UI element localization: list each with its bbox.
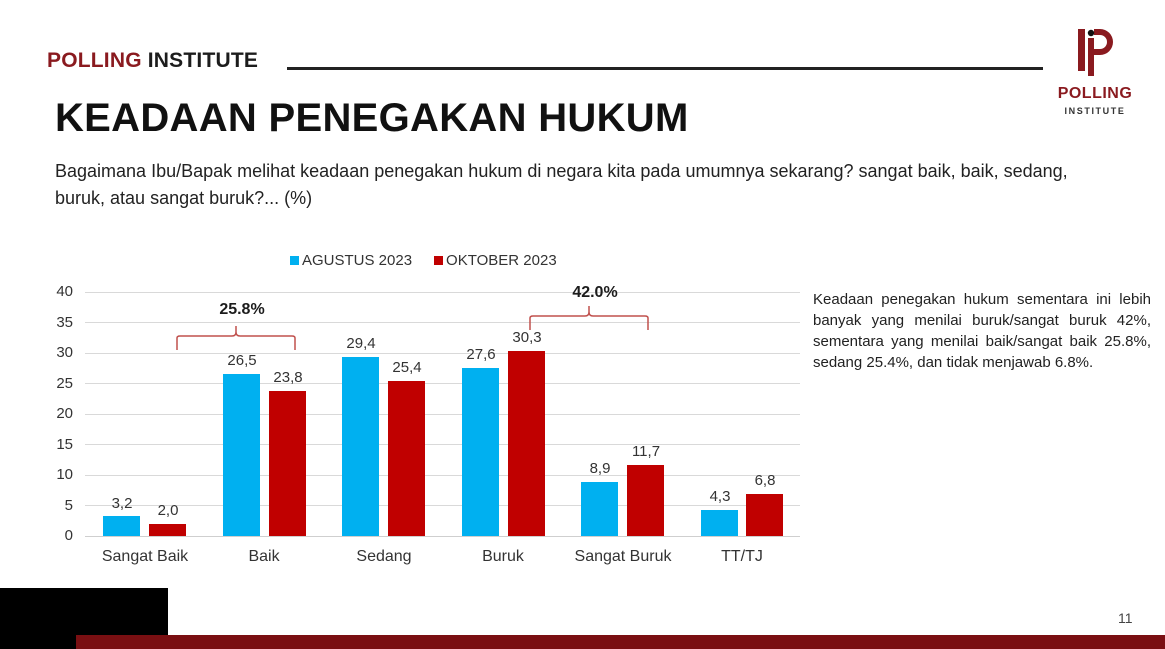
value-label: 3,2 — [111, 495, 133, 512]
pi-monogram-logo-icon — [1048, 24, 1148, 124]
bar-oktober-sedang — [388, 381, 425, 536]
legend-swatch-oktober — [434, 256, 444, 265]
bar-agustus-sedang — [342, 357, 379, 536]
logo-text-institute: INSTITUTE — [1064, 106, 1126, 116]
header-divider — [287, 67, 1043, 70]
value-label: 27,6 — [466, 346, 496, 363]
bracket-icon — [529, 306, 649, 330]
chart-legend: AGUSTUS 2023 OKTOBER 2023 — [290, 252, 557, 269]
bar-agustus-sangat-buruk — [581, 482, 618, 536]
brand-polling: POLLING — [47, 49, 142, 72]
x-label: Sangat Baik — [101, 548, 189, 565]
gridline — [85, 353, 800, 354]
bar-agustus-tt-tj — [701, 510, 738, 536]
bar-agustus-sangat-baik — [103, 516, 140, 536]
x-label: Baik — [248, 548, 280, 565]
footer-red-bar — [76, 635, 1165, 649]
gridline — [85, 475, 800, 476]
brand-header: POLLING INSTITUTE — [47, 49, 258, 73]
logo-text-polling: POLLING — [1057, 85, 1133, 102]
y-tick: 10 — [56, 466, 73, 483]
bracket-icon — [176, 326, 296, 350]
survey-question: Bagaimana Ibu/Bapak melihat keadaan pene… — [55, 161, 1068, 208]
bar-oktober-sangat-buruk — [627, 465, 664, 536]
value-label: 26,5 — [227, 352, 257, 369]
bracket-label-baik-total: 25.8% — [219, 301, 265, 318]
summary-text: Keadaan penegakan hukum sementara ini le… — [813, 291, 1151, 371]
y-tick: 5 — [64, 497, 73, 514]
value-label: 4,3 — [709, 488, 731, 505]
gridline — [85, 505, 800, 506]
y-tick: 15 — [56, 436, 73, 453]
gridline — [85, 444, 800, 445]
legend-item-agustus: AGUSTUS 2023 — [290, 252, 412, 269]
y-tick: 25 — [56, 375, 73, 392]
legend-label-agustus: AGUSTUS 2023 — [302, 252, 413, 269]
x-axis-baseline — [85, 536, 800, 537]
gridline — [85, 414, 800, 415]
bar-oktober-sangat-baik — [149, 524, 186, 536]
x-label: Sangat Buruk — [574, 548, 672, 565]
gridline — [85, 383, 800, 384]
bracket-label-buruk-total: 42.0% — [572, 284, 618, 301]
y-tick: 20 — [56, 405, 73, 422]
bar-oktober-tt-tj — [746, 494, 783, 536]
page-number: 11 — [1118, 610, 1133, 626]
gridline — [85, 292, 800, 293]
page-title: KEADAAN PENEGAKAN HUKUM — [55, 96, 689, 140]
x-label: TT/TJ — [721, 548, 763, 565]
y-tick: 35 — [56, 314, 73, 331]
value-label: 25,4 — [392, 359, 422, 376]
x-label: Buruk — [482, 548, 524, 565]
bar-oktober-buruk — [508, 351, 545, 536]
value-label: 23,8 — [273, 369, 303, 386]
gridline — [85, 322, 800, 323]
y-tick: 40 — [56, 283, 73, 300]
value-label: 2,0 — [157, 502, 179, 519]
bar-oktober-baik — [269, 391, 306, 536]
bar-agustus-baik — [223, 374, 260, 536]
value-label: 11,7 — [631, 443, 661, 460]
value-label: 29,4 — [346, 335, 376, 352]
value-label: 8,9 — [589, 460, 611, 477]
y-tick: 0 — [64, 527, 73, 544]
y-tick: 30 — [56, 344, 73, 361]
value-label: 30,3 — [512, 329, 542, 346]
legend-swatch-agustus — [290, 256, 299, 265]
legend-item-oktober: OKTOBER 2023 — [434, 252, 557, 269]
brand-institute: INSTITUTE — [141, 49, 259, 72]
value-label: 6,8 — [754, 472, 776, 489]
x-label: Sedang — [356, 548, 412, 565]
legend-label-oktober: OKTOBER 2023 — [446, 252, 557, 269]
bar-agustus-buruk — [462, 368, 499, 536]
